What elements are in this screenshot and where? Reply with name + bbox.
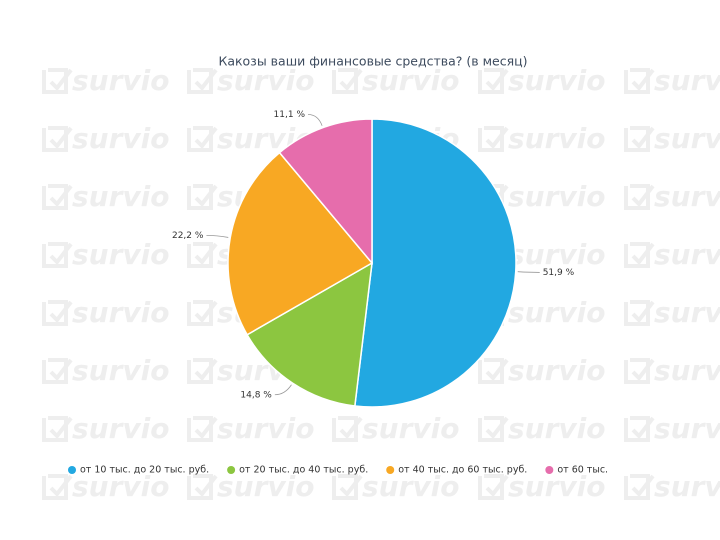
watermark-text: survio	[654, 238, 720, 271]
watermark-text: survio	[654, 354, 720, 387]
legend-marker	[386, 466, 395, 474]
watermark-text: survio	[362, 64, 460, 97]
watermark-check	[187, 300, 218, 326]
legend-marker	[68, 466, 76, 474]
watermark-text: survio	[72, 122, 170, 155]
leader-line	[517, 271, 540, 273]
watermark-text: survio	[72, 412, 170, 445]
watermark-check	[624, 474, 655, 500]
legend-label: от 20 тыс. до 40 тыс. руб.	[239, 465, 368, 476]
pie-slice	[354, 118, 517, 408]
watermark-text: survio	[72, 354, 170, 387]
watermark-check	[624, 300, 655, 326]
watermark-text: survio	[72, 238, 170, 271]
watermark-check	[478, 416, 509, 442]
watermark-text: survio	[217, 470, 315, 503]
watermark-text: survio	[654, 122, 720, 155]
watermark-text: survio	[72, 296, 170, 329]
watermark-check	[42, 126, 73, 152]
watermark-text: survio	[72, 180, 170, 213]
watermark-check	[624, 416, 655, 442]
data-label: 22,2 %	[172, 231, 204, 241]
data-label: 11,1 %	[274, 110, 306, 120]
watermark-text: survio	[508, 64, 606, 97]
watermark-check	[42, 474, 73, 500]
watermark-check	[332, 68, 363, 94]
watermark-check	[187, 242, 218, 268]
watermark-check	[187, 126, 218, 152]
watermark-check	[42, 358, 73, 384]
watermark-check	[187, 358, 218, 384]
watermark-check	[624, 68, 655, 94]
legend-marker	[227, 466, 236, 474]
legend-label: от 60 тыс.	[557, 465, 608, 476]
watermark-check	[332, 474, 363, 500]
leader-line	[308, 114, 323, 126]
watermark-check	[187, 68, 218, 94]
watermark-text: survio	[508, 122, 606, 155]
pie-slice	[246, 261, 373, 407]
watermark-check	[624, 126, 655, 152]
watermark-check	[42, 416, 73, 442]
watermark-check	[478, 358, 509, 384]
leader-line	[206, 234, 229, 238]
legend-marker	[545, 466, 554, 474]
watermark-text: survio	[508, 238, 606, 271]
pie: 51,9 % 14,8 % 22,2 % 11,1 %	[172, 110, 575, 408]
watermark-text: survio	[508, 296, 606, 329]
leader-line	[274, 384, 292, 396]
watermark-check	[187, 184, 218, 210]
watermark-text: survio	[654, 470, 720, 503]
watermark-text: survio	[508, 470, 606, 503]
watermark-check	[42, 300, 73, 326]
watermark-check	[624, 184, 655, 210]
watermark-check	[332, 416, 363, 442]
watermark-text: survio	[654, 296, 720, 329]
watermark-check	[42, 242, 73, 268]
watermark-text: survio	[654, 412, 720, 445]
watermark-text: survio	[508, 354, 606, 387]
legend-label: от 10 тыс. до 20 тыс. руб.	[80, 465, 209, 476]
watermark-text: survio	[217, 64, 315, 97]
watermark-check	[478, 474, 509, 500]
watermark-check	[42, 184, 73, 210]
watermark-check	[624, 358, 655, 384]
watermark-text: survio	[654, 64, 720, 97]
watermark-text: survio	[654, 180, 720, 213]
watermark-check	[187, 474, 218, 500]
legend-label: от 40 тыс. до 60 тыс. руб.	[398, 465, 527, 476]
watermark-text: survio	[362, 412, 460, 445]
watermark-text: survio	[217, 412, 315, 445]
watermark-check	[42, 68, 73, 94]
watermark-text: survio	[508, 412, 606, 445]
watermark-text: survio	[362, 470, 460, 503]
watermark-check	[624, 242, 655, 268]
watermark-text: survio	[72, 470, 170, 503]
watermark-text: survio	[508, 180, 606, 213]
data-label: 51,9 %	[543, 268, 575, 278]
watermark-check	[478, 126, 509, 152]
watermark-check	[478, 68, 509, 94]
legend: от 10 тыс. до 20 тыс. руб. от 20 тыс. до …	[68, 465, 608, 476]
watermark-check	[187, 416, 218, 442]
chart-title: Какозы ваши финансовые средства? (в меся…	[218, 54, 527, 69]
data-label: 14,8 %	[240, 390, 272, 400]
pie-slice	[227, 151, 374, 336]
watermark-text: survio	[72, 64, 170, 97]
pie-slice	[278, 118, 373, 266]
